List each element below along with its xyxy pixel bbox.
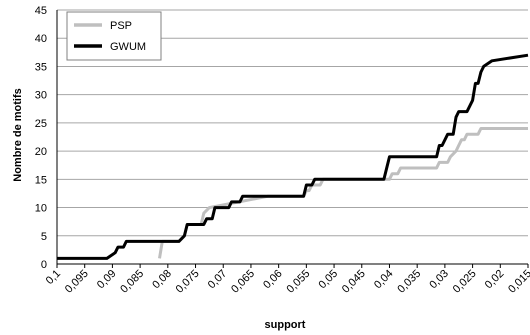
series-line-gwum [57, 53, 529, 260]
x-tick-label: 0,095 [63, 268, 91, 296]
x-tick-label: 0,08 [150, 268, 174, 292]
y-tick-label: 10 [35, 203, 47, 215]
y-axis-title: Nombre de motifs [12, 88, 24, 182]
y-tick-label: 0 [41, 259, 47, 271]
y-tick-label: 15 [35, 174, 47, 186]
x-tick-label: 0,085 [118, 268, 146, 296]
y-tick-label: 20 [35, 146, 47, 158]
grid-lines [57, 9, 528, 237]
x-tick-label: 0,055 [285, 268, 313, 296]
x-tick-label: 0,04 [372, 268, 396, 292]
y-tick-label: 45 [35, 5, 47, 17]
x-tick-label: 0,06 [261, 268, 285, 292]
x-tick-label: 0,03 [427, 268, 451, 292]
y-tick-label: 30 [35, 90, 47, 102]
x-tick-label: 0,09 [95, 268, 119, 292]
y-tick-label: 40 [35, 33, 47, 45]
x-tick-label: 0,075 [174, 268, 202, 296]
x-tick-label: 0,065 [229, 268, 257, 296]
legend: PSP GWUM [66, 11, 162, 61]
legend-box [66, 11, 162, 61]
y-tick-label: 25 [35, 118, 47, 130]
y-tick-labels: 0 5 10 15 20 25 30 35 40 45 [35, 5, 47, 271]
axes [56, 10, 529, 268]
x-tick-label: 0,025 [451, 268, 479, 296]
x-tick-label: 0,02 [483, 268, 507, 292]
x-tick-label: 0,05 [317, 268, 341, 292]
x-tick-labels: 0,1 0,095 0,09 0,085 0,08 0,075 0,07 0,065 0,06 0… [44, 268, 530, 296]
x-tick-label: 0,045 [340, 268, 368, 296]
legend-label-psp: PSP [110, 20, 132, 32]
series-line-psp [158, 127, 528, 259]
x-tick-label: 0,07 [206, 268, 230, 292]
x-tick-label: 0,015 [506, 268, 530, 296]
y-tick-label: 35 [35, 61, 47, 73]
y-tick-label: 5 [41, 231, 47, 243]
legend-label-gwum: GWUM [110, 41, 146, 53]
series-lines [57, 53, 529, 260]
x-tick-label: 0,035 [395, 268, 423, 296]
x-axis-title: support [265, 319, 306, 331]
